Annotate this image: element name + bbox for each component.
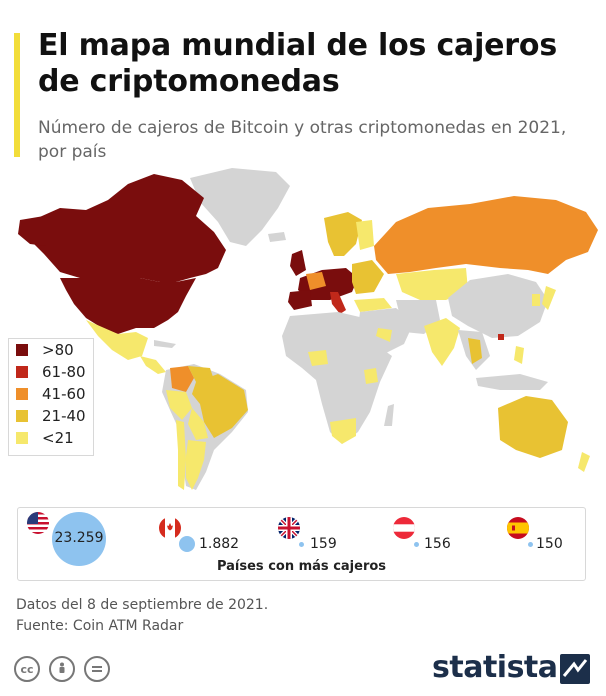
legend-item: >80: [9, 339, 93, 361]
map-madagascar: [384, 404, 394, 426]
map-africa: [282, 312, 392, 444]
legend-label: 21-40: [42, 407, 86, 425]
cc-icon[interactable]: cc: [14, 656, 40, 682]
map-scandinavia: [324, 212, 362, 256]
us-flag-icon: [27, 512, 49, 534]
map-eastern-europe: [352, 260, 384, 294]
legend-item: 41-60: [9, 383, 93, 405]
map-usa: [60, 278, 196, 334]
uk-flag-icon: [278, 517, 300, 539]
top-countries-panel: 23.259 1.882 159 156 150 Países con más …: [17, 507, 586, 581]
map-thailand: [468, 338, 482, 364]
map-iceland: [268, 232, 286, 242]
map-brazil: [192, 374, 248, 438]
equals-icon[interactable]: [84, 656, 110, 682]
bubble-canada: [179, 536, 195, 552]
map-uk: [290, 250, 306, 276]
legend-label: 41-60: [42, 385, 86, 403]
map-chile: [176, 420, 186, 490]
legend-swatch: [16, 432, 28, 444]
statista-logo-text[interactable]: statista: [432, 650, 558, 685]
license-icons: cc: [14, 656, 110, 684]
map-central-america: [140, 356, 166, 374]
value-canada: 1.882: [199, 536, 240, 552]
date-note: Datos del 8 de septiembre de 2021.: [16, 597, 269, 613]
legend-label: 61-80: [42, 363, 86, 381]
value-uk: 159: [310, 536, 337, 552]
accent-bar: [14, 33, 20, 157]
map-india: [424, 318, 460, 366]
map-peru: [166, 390, 192, 420]
map-spain: [288, 290, 312, 310]
ca-flag-icon: [159, 517, 181, 539]
map-italy: [330, 292, 346, 314]
map-hong-kong: [498, 334, 504, 340]
value-us: 23.259: [54, 530, 104, 546]
map-greenland: [190, 168, 290, 246]
value-austria: 156: [424, 536, 451, 552]
map-philippines: [514, 346, 524, 364]
legend-swatch: [16, 388, 28, 400]
bubble-us: [52, 512, 106, 566]
map-argentina: [186, 440, 206, 490]
map-australia: [498, 396, 568, 458]
map-cuba: [154, 340, 176, 348]
statista-logo-icon[interactable]: [560, 654, 590, 684]
legend-label: <21: [42, 429, 74, 447]
map-indonesia: [476, 374, 548, 390]
map-france: [306, 272, 326, 290]
map-finland: [356, 220, 374, 250]
map-russia: [374, 196, 598, 274]
bubble-spain: [528, 542, 533, 547]
legend-item: 61-80: [9, 361, 93, 383]
value-spain: 150: [536, 536, 563, 552]
legend-item: <21: [9, 427, 93, 449]
map-legend: >80 61-80 41-60 21-40 <21: [8, 338, 94, 456]
map-kenya: [364, 368, 378, 384]
legend-swatch: [16, 344, 28, 356]
map-alaska: [18, 216, 56, 246]
by-icon[interactable]: [49, 656, 75, 682]
map-new-zealand: [578, 452, 590, 472]
map-canada: [24, 174, 226, 282]
map-japan: [542, 286, 556, 310]
map-colombia: [170, 366, 194, 392]
bubble-austria: [414, 542, 419, 547]
map-uae: [376, 328, 392, 342]
page-title: El mapa mundial de los cajeros de cripto…: [38, 28, 557, 99]
map-korea: [532, 294, 540, 306]
es-flag-icon: [507, 517, 529, 539]
legend-swatch: [16, 366, 28, 378]
map-china: [448, 274, 548, 338]
legend-swatch: [16, 410, 28, 422]
map-mexico: [86, 320, 148, 360]
map-turkey: [354, 298, 392, 312]
map-kazakhstan: [396, 268, 468, 300]
page-subtitle: Número de cajeros de Bitcoin y otras cri…: [38, 118, 567, 162]
at-flag-icon: [393, 517, 415, 539]
world-map: [18, 168, 598, 490]
top-countries-caption: Países con más cajeros: [216, 559, 387, 574]
map-nigeria: [308, 350, 328, 366]
map-south-africa: [330, 418, 356, 444]
bubble-uk: [299, 542, 304, 547]
legend-item: 21-40: [9, 405, 93, 427]
map-bolivia: [188, 408, 208, 440]
source-note: Fuente: Coin ATM Radar: [16, 618, 184, 634]
legend-label: >80: [42, 341, 74, 359]
